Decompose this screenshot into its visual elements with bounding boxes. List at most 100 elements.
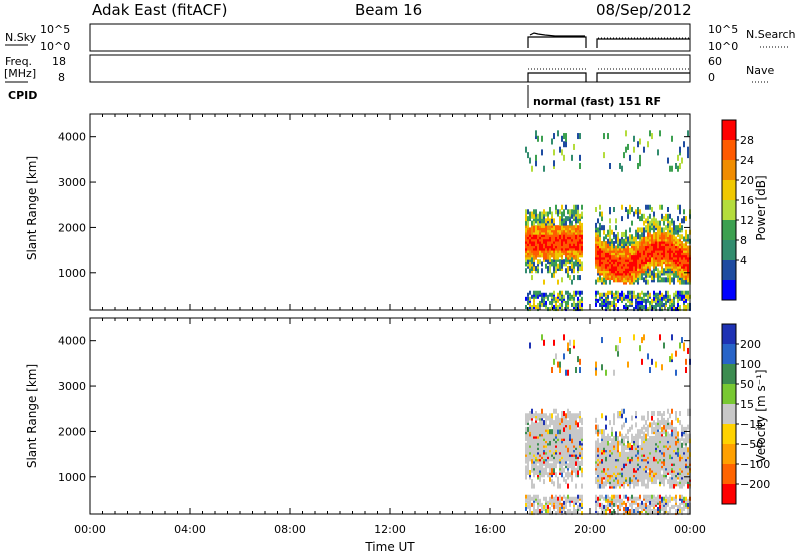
power-cell [565,268,567,274]
power-cell [545,211,547,217]
velocity-cell [647,449,649,455]
power-cell [555,305,557,310]
velocity-cell [563,504,565,509]
velocity-cell [599,476,601,482]
velocity-cell [647,438,649,444]
power-cell [555,259,557,265]
power-cell [623,238,625,244]
power-cell [617,231,619,237]
power-cell [609,229,611,235]
header-beam: Beam 16 [355,1,422,19]
velocity-cell [677,506,679,511]
power-colorbar-frame [721,119,737,301]
power-cell [569,275,571,281]
velocity-cell [611,496,613,501]
power-cell [633,236,635,242]
velocity-cell [663,500,665,505]
velocity-cell [647,504,649,509]
power-cell [527,292,529,297]
velocity-cell [579,358,581,365]
velocity-cell [575,413,577,419]
velocity-cell [597,511,599,516]
velocity-cell [569,429,571,435]
velocity-cell [659,476,661,482]
velocity-cell [603,438,605,444]
velocity-cell [651,358,653,365]
velocity-cell [529,509,531,514]
velocity-cell [683,342,685,349]
power-cell [685,241,687,247]
power-cell [617,236,619,242]
power-cell [639,154,641,161]
power-cell [659,298,661,303]
velocity-cell [611,426,613,432]
velocity-cell [641,435,643,441]
power-cell [557,263,559,269]
velocity-cell [651,429,653,435]
velocity-cell [611,511,613,516]
power-cell [533,294,535,299]
power-cell [645,305,647,310]
x-tick-label: 00:00 [74,523,106,536]
velocity-cell [601,483,603,489]
power-cell [543,292,545,297]
velocity-cell [657,417,659,423]
velocity-cell [645,496,647,501]
velocity-cell [653,509,655,514]
power-cell [655,298,657,303]
power-cell [547,307,549,312]
velocity-cell [543,504,545,509]
power-colorbar-segment [722,200,736,221]
velocity-cell [647,415,649,421]
power-cell [551,294,553,299]
velocity-cell [597,502,599,507]
velocity-cell [605,369,607,376]
power-cell [609,279,611,285]
velocity-cell [657,435,659,441]
power-cell [579,300,581,305]
power-cell [681,157,683,164]
velocity-cell [545,504,547,509]
velocity-cell [559,417,561,423]
power-cell [603,292,605,297]
power-cell [639,160,641,167]
power-cell [551,138,553,145]
velocity-cell [575,449,577,455]
power-cell [527,209,529,215]
velocity-cell [621,498,623,503]
velocity-cell [687,447,689,453]
velocity-cell [527,426,529,432]
power-cell [635,294,637,299]
velocity-cell [565,479,567,485]
power-cell [577,225,579,231]
velocity-cell [557,476,559,482]
velocity-ytick-label: 3000 [58,380,86,393]
power-cell [537,302,539,307]
power-cell [579,133,581,140]
velocity-cell [595,506,597,511]
velocity-cell [533,498,535,503]
velocity-cell [541,467,543,473]
power-cell [595,302,597,307]
velocity-cell [565,500,567,505]
velocity-cell [635,440,637,446]
velocity-cell [533,447,535,453]
power-cell [535,305,537,310]
power-cell [567,300,569,305]
power-cell [661,305,663,310]
velocity-cell [665,431,667,437]
power-cell [665,225,667,231]
power-cell [655,231,657,237]
velocity-cell [645,426,647,432]
power-cell [575,218,577,224]
power-ytick-label: 1000 [58,267,86,280]
velocity-cell [607,494,609,499]
velocity-cell [547,472,549,478]
velocity-cell [543,506,545,511]
velocity-cell [549,429,551,435]
velocity-cell [531,483,533,489]
velocity-cell [603,506,605,511]
power-cell [637,141,639,148]
velocity-cell [601,494,603,499]
power-cell [683,302,685,307]
